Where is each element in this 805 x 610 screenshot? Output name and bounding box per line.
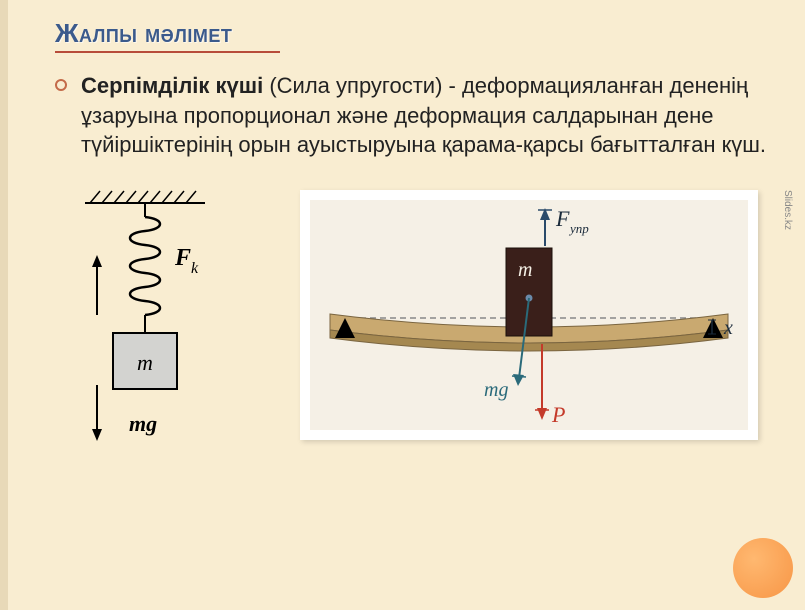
mass2-label: m bbox=[518, 259, 532, 281]
beam-diagram-frame: m F упр mg P bbox=[300, 190, 758, 440]
title-area: Жалпы мәлімет bbox=[0, 0, 805, 53]
fupr-sub-label: упр bbox=[568, 221, 589, 236]
weight-label: mg bbox=[129, 411, 157, 436]
watermark: Slides.kz bbox=[782, 190, 793, 230]
content-area: Серпімділік күші (Сила упругости) - дефо… bbox=[0, 53, 805, 445]
diagrams-row: m F k mg bbox=[75, 185, 770, 445]
mg2-label: mg bbox=[484, 379, 508, 401]
p-label: P bbox=[551, 402, 565, 427]
slide-left-edge bbox=[0, 0, 8, 610]
body-text: Серпімділік күші (Сила упругости) - дефо… bbox=[81, 71, 770, 160]
fupr-label: F bbox=[555, 206, 570, 231]
mass-label: m bbox=[137, 350, 153, 375]
bullet-row: Серпімділік күші (Сила упругости) - дефо… bbox=[55, 71, 770, 160]
force-sub-label: k bbox=[191, 260, 199, 277]
term-bold: Серпімділік күші bbox=[81, 73, 263, 98]
slide-title: Жалпы мәлімет bbox=[55, 18, 805, 49]
bullet-icon bbox=[55, 79, 67, 91]
beam-diagram: m F упр mg P bbox=[310, 200, 748, 430]
spring-mass-diagram: m F k mg bbox=[75, 185, 255, 445]
force-label: F bbox=[174, 245, 191, 271]
x-label: x bbox=[723, 317, 733, 339]
decoration-circle bbox=[733, 538, 793, 598]
